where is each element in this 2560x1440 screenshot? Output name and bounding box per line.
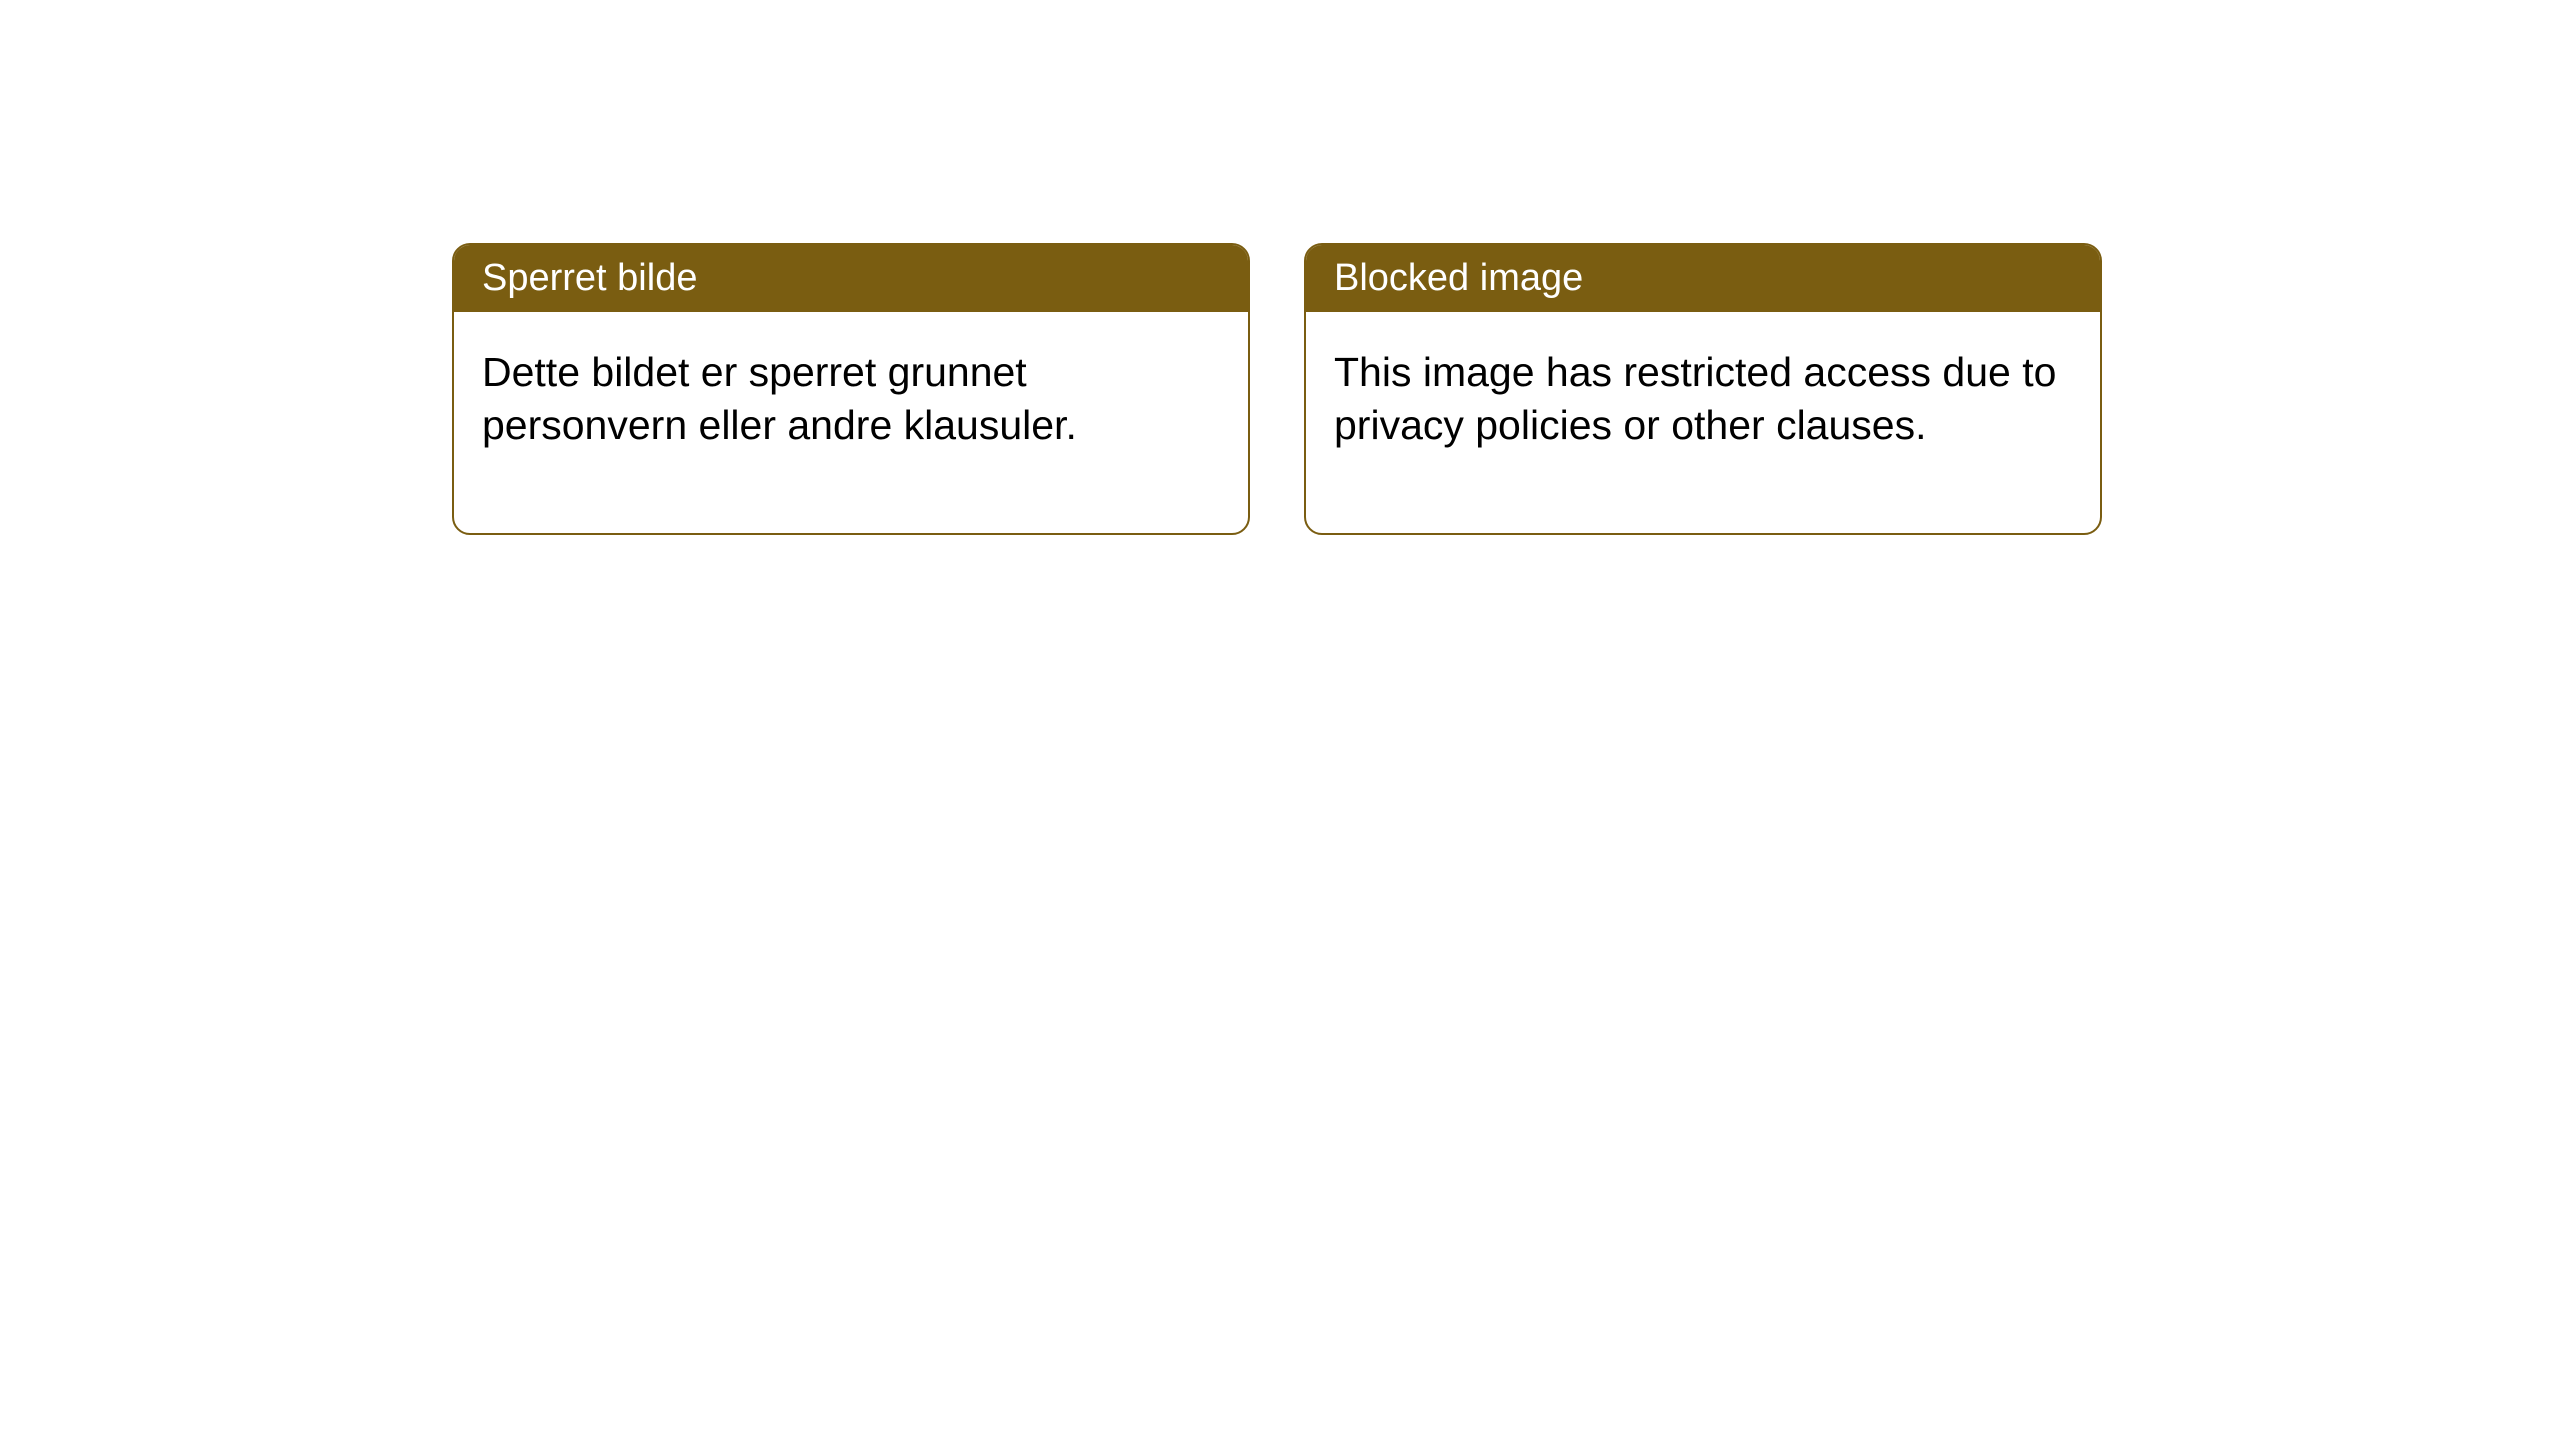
card-header-text: Sperret bilde xyxy=(482,257,697,299)
card-header-text: Blocked image xyxy=(1334,257,1583,299)
notice-card-norwegian: Sperret bilde Dette bildet er sperret gr… xyxy=(452,243,1250,535)
card-body-text: Dette bildet er sperret grunnet personve… xyxy=(482,349,1077,448)
card-body-text: This image has restricted access due to … xyxy=(1334,349,2056,448)
notice-card-english: Blocked image This image has restricted … xyxy=(1304,243,2102,535)
card-header: Sperret bilde xyxy=(454,245,1248,312)
notice-cards-row: Sperret bilde Dette bildet er sperret gr… xyxy=(452,243,2560,535)
card-body: Dette bildet er sperret grunnet personve… xyxy=(454,312,1248,533)
card-header: Blocked image xyxy=(1306,245,2100,312)
card-body: This image has restricted access due to … xyxy=(1306,312,2100,533)
